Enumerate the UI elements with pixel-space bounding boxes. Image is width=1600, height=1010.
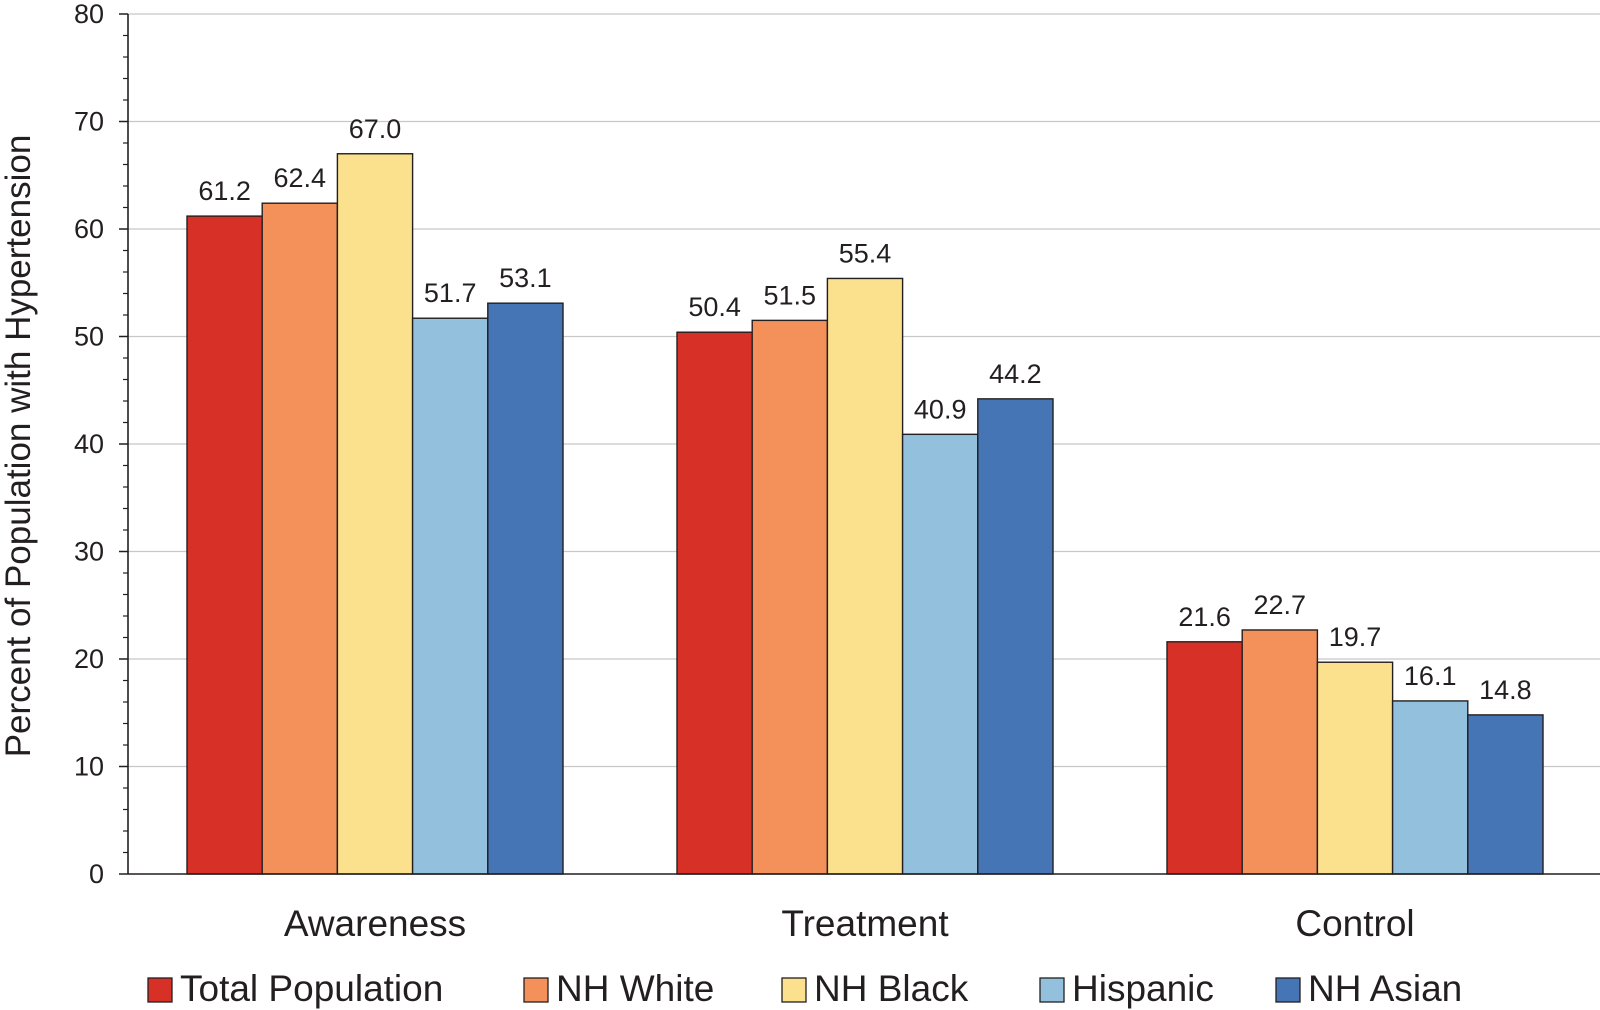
legend-item: NH White <box>523 968 714 1009</box>
legend: Total Population NH White NH Black Hispanic… <box>147 968 1462 1009</box>
axes: 0 10 20 30 40 50 60 70 80 Awareness Treatment Contr… <box>74 0 1600 944</box>
legend-swatch <box>523 977 549 1003</box>
bar-total-population-treatment <box>676 331 753 875</box>
bar-total-population-control <box>1166 641 1243 875</box>
legend-item: NH Black <box>781 968 969 1009</box>
legend-item: Total Population <box>147 968 443 1009</box>
y-tick-label: 50 <box>74 322 104 352</box>
bar-total-population-awareness <box>186 215 263 875</box>
y-tick-label: 0 <box>89 859 104 889</box>
data-labels: 61.2 50.4 21.6 62.4 51.5 22.7 67.0 55.4 19.7 51.7… <box>198 114 1531 705</box>
legend-swatch <box>1039 977 1065 1003</box>
data-label: 51.7 <box>424 278 477 308</box>
bar-hispanic-control <box>1391 700 1469 875</box>
data-label: 21.6 <box>1178 602 1231 632</box>
data-label: 62.4 <box>274 163 327 193</box>
bar-hispanic-awareness <box>411 317 489 875</box>
legend-item: Hispanic <box>1039 968 1214 1009</box>
y-tick-label: 70 <box>74 107 104 137</box>
data-label: 51.5 <box>764 280 817 310</box>
data-label: 67.0 <box>349 114 402 144</box>
data-label: 22.7 <box>1254 590 1307 620</box>
bar-nh-black-treatment <box>826 277 904 875</box>
bar-nh-asian-control <box>1467 714 1544 875</box>
bars <box>186 153 1544 875</box>
legend-item: NH Asian <box>1275 968 1462 1009</box>
legend-label: NH Asian <box>1308 968 1462 1009</box>
bar-nh-black-awareness <box>336 153 414 875</box>
data-label: 61.2 <box>198 176 251 206</box>
data-label: 19.7 <box>1329 622 1382 652</box>
legend-label: Hispanic <box>1072 968 1214 1009</box>
category-label: Control <box>1295 903 1414 944</box>
data-label: 44.2 <box>989 359 1042 389</box>
bar-nh-white-treatment <box>751 319 829 875</box>
legend-label: Total Population <box>180 968 443 1009</box>
legend-swatch <box>147 977 173 1003</box>
data-label: 40.9 <box>914 394 967 424</box>
y-tick-label: 30 <box>74 537 104 567</box>
legend-label: NH Black <box>814 968 969 1009</box>
data-label: 14.8 <box>1479 675 1532 705</box>
data-label: 55.4 <box>839 238 892 268</box>
bar-nh-asian-treatment <box>977 398 1054 875</box>
bar-nh-asian-awareness <box>487 302 564 875</box>
data-label: 50.4 <box>688 292 741 322</box>
bar-hispanic-treatment <box>901 433 979 875</box>
bar-nh-white-control <box>1241 629 1319 875</box>
bar-nh-black-control <box>1316 661 1394 875</box>
data-label: 16.1 <box>1404 661 1457 691</box>
y-tick-label: 20 <box>74 644 104 674</box>
category-label: Awareness <box>284 903 466 944</box>
data-label: 53.1 <box>499 263 552 293</box>
y-tick-label: 40 <box>74 429 104 459</box>
legend-swatch <box>1275 977 1301 1003</box>
bar-nh-white-awareness <box>261 202 339 875</box>
category-label: Treatment <box>781 903 949 944</box>
y-tick-label: 10 <box>74 752 104 782</box>
y-tick-label: 80 <box>74 0 104 29</box>
legend-swatch <box>781 977 807 1003</box>
y-axis-title: Percent of Population with Hypertension <box>0 135 38 758</box>
legend-label: NH White <box>556 968 714 1009</box>
y-tick-label: 60 <box>74 214 104 244</box>
